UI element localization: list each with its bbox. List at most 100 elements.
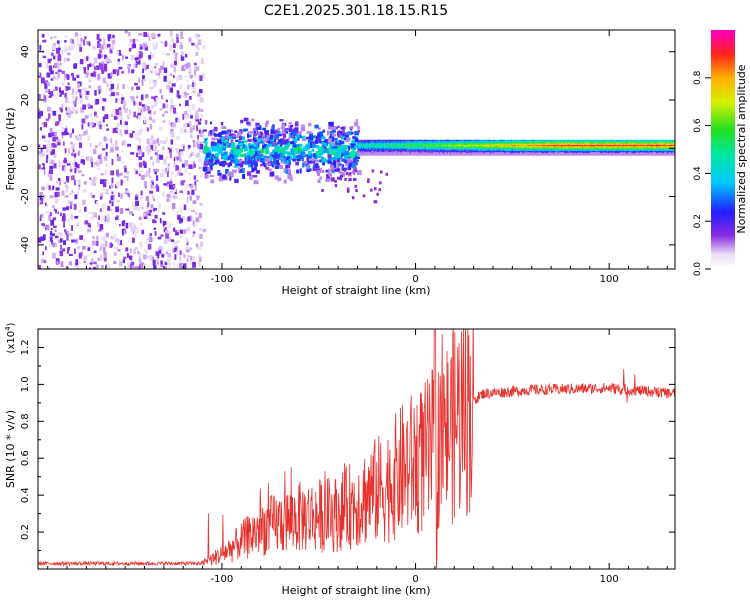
heat-cell bbox=[428, 149, 430, 151]
heat-cell bbox=[277, 177, 282, 182]
heat-cell bbox=[578, 141, 580, 143]
heat-cell bbox=[181, 163, 185, 168]
heat-cell bbox=[387, 151, 389, 154]
heat-cell bbox=[231, 145, 234, 148]
heat-cell bbox=[452, 154, 454, 156]
heat-cell bbox=[477, 142, 479, 144]
heat-cell bbox=[116, 239, 121, 245]
heat-cell bbox=[262, 127, 267, 131]
heat-cell bbox=[138, 156, 143, 160]
heat-cell bbox=[39, 155, 42, 158]
heat-cell bbox=[522, 143, 524, 145]
heat-cell bbox=[508, 149, 510, 151]
heat-cell bbox=[191, 256, 195, 262]
heat-cell bbox=[38, 63, 42, 68]
heat-cell bbox=[112, 34, 115, 39]
heat-cell bbox=[544, 139, 546, 142]
heat-cell bbox=[369, 154, 371, 156]
heat-cell bbox=[512, 143, 514, 145]
heat-cell bbox=[446, 145, 449, 148]
heat-cell bbox=[589, 151, 592, 154]
heat-cell bbox=[102, 208, 104, 212]
heat-cell bbox=[399, 147, 401, 149]
heat-cell bbox=[525, 149, 528, 151]
heat-cell bbox=[330, 162, 335, 166]
heat-cell bbox=[49, 165, 53, 170]
heat-cell bbox=[510, 141, 513, 143]
heat-cell bbox=[442, 139, 444, 142]
heat-cell bbox=[152, 42, 155, 49]
heat-cell bbox=[486, 143, 488, 145]
heat-cell bbox=[550, 139, 552, 142]
heat-cell bbox=[377, 145, 379, 148]
heat-cell bbox=[424, 153, 427, 155]
heat-cell bbox=[557, 151, 559, 154]
heat-cell bbox=[383, 154, 385, 156]
heat-cell bbox=[86, 56, 89, 61]
heat-cell bbox=[522, 141, 524, 143]
heat-cell bbox=[292, 131, 297, 136]
heat-cell bbox=[580, 154, 582, 156]
heat-cell bbox=[459, 143, 461, 145]
heat-cell bbox=[141, 79, 144, 86]
heat-cell bbox=[523, 144, 525, 147]
heat-cell bbox=[162, 140, 166, 144]
heat-cell bbox=[167, 253, 172, 258]
heat-cell bbox=[412, 145, 414, 148]
heat-cell bbox=[585, 153, 587, 155]
heat-cell bbox=[260, 153, 264, 157]
heat-cell bbox=[54, 62, 58, 68]
heat-cell bbox=[46, 204, 49, 207]
heat-cell bbox=[442, 150, 444, 153]
heat-cell bbox=[381, 153, 384, 155]
heat-cell bbox=[582, 139, 585, 142]
heat-cell bbox=[472, 143, 474, 145]
heat-cell bbox=[99, 54, 104, 58]
heat-cell bbox=[473, 149, 475, 151]
heat-cell bbox=[516, 143, 518, 145]
heat-cell bbox=[326, 147, 330, 151]
heat-cell bbox=[566, 147, 568, 149]
heat-cell bbox=[413, 153, 415, 155]
heat-cell bbox=[381, 141, 384, 143]
heat-cell bbox=[97, 155, 101, 159]
heat-cell bbox=[45, 202, 47, 206]
heat-cell bbox=[426, 143, 428, 145]
heat-cell bbox=[196, 152, 201, 157]
heat-cell bbox=[407, 151, 409, 154]
heat-cell bbox=[253, 145, 257, 150]
heat-cell bbox=[228, 136, 232, 140]
heat-cell bbox=[71, 239, 75, 243]
heat-cell bbox=[145, 196, 149, 201]
heat-cell bbox=[48, 89, 50, 95]
heat-cell bbox=[228, 171, 233, 177]
heat-cell bbox=[556, 139, 558, 142]
heat-cell bbox=[577, 150, 579, 153]
heat-cell bbox=[179, 207, 182, 213]
heat-cell bbox=[221, 147, 226, 151]
heat-cell bbox=[363, 151, 365, 154]
heat-cell bbox=[595, 153, 597, 155]
heat-cell bbox=[584, 154, 586, 156]
heat-cell bbox=[582, 144, 585, 147]
heat-cell bbox=[347, 156, 352, 159]
heat-cell bbox=[240, 162, 244, 165]
heat-cell bbox=[319, 148, 322, 153]
heat-cell bbox=[565, 153, 567, 155]
heat-cell bbox=[518, 151, 521, 154]
heat-cell bbox=[53, 184, 56, 188]
heat-cell bbox=[92, 62, 95, 66]
heat-cell bbox=[66, 57, 70, 62]
heat-cell bbox=[398, 150, 400, 153]
heat-cell bbox=[458, 151, 460, 154]
heat-cell bbox=[486, 141, 488, 143]
heat-cell bbox=[312, 159, 317, 162]
heat-cell bbox=[138, 53, 142, 59]
heat-cell bbox=[571, 151, 573, 154]
heat-cell bbox=[39, 127, 42, 131]
heat-cell bbox=[582, 150, 585, 153]
heat-cell bbox=[116, 215, 119, 220]
heat-cell bbox=[489, 144, 492, 147]
heat-cell bbox=[126, 125, 129, 129]
heat-cell bbox=[560, 142, 563, 144]
